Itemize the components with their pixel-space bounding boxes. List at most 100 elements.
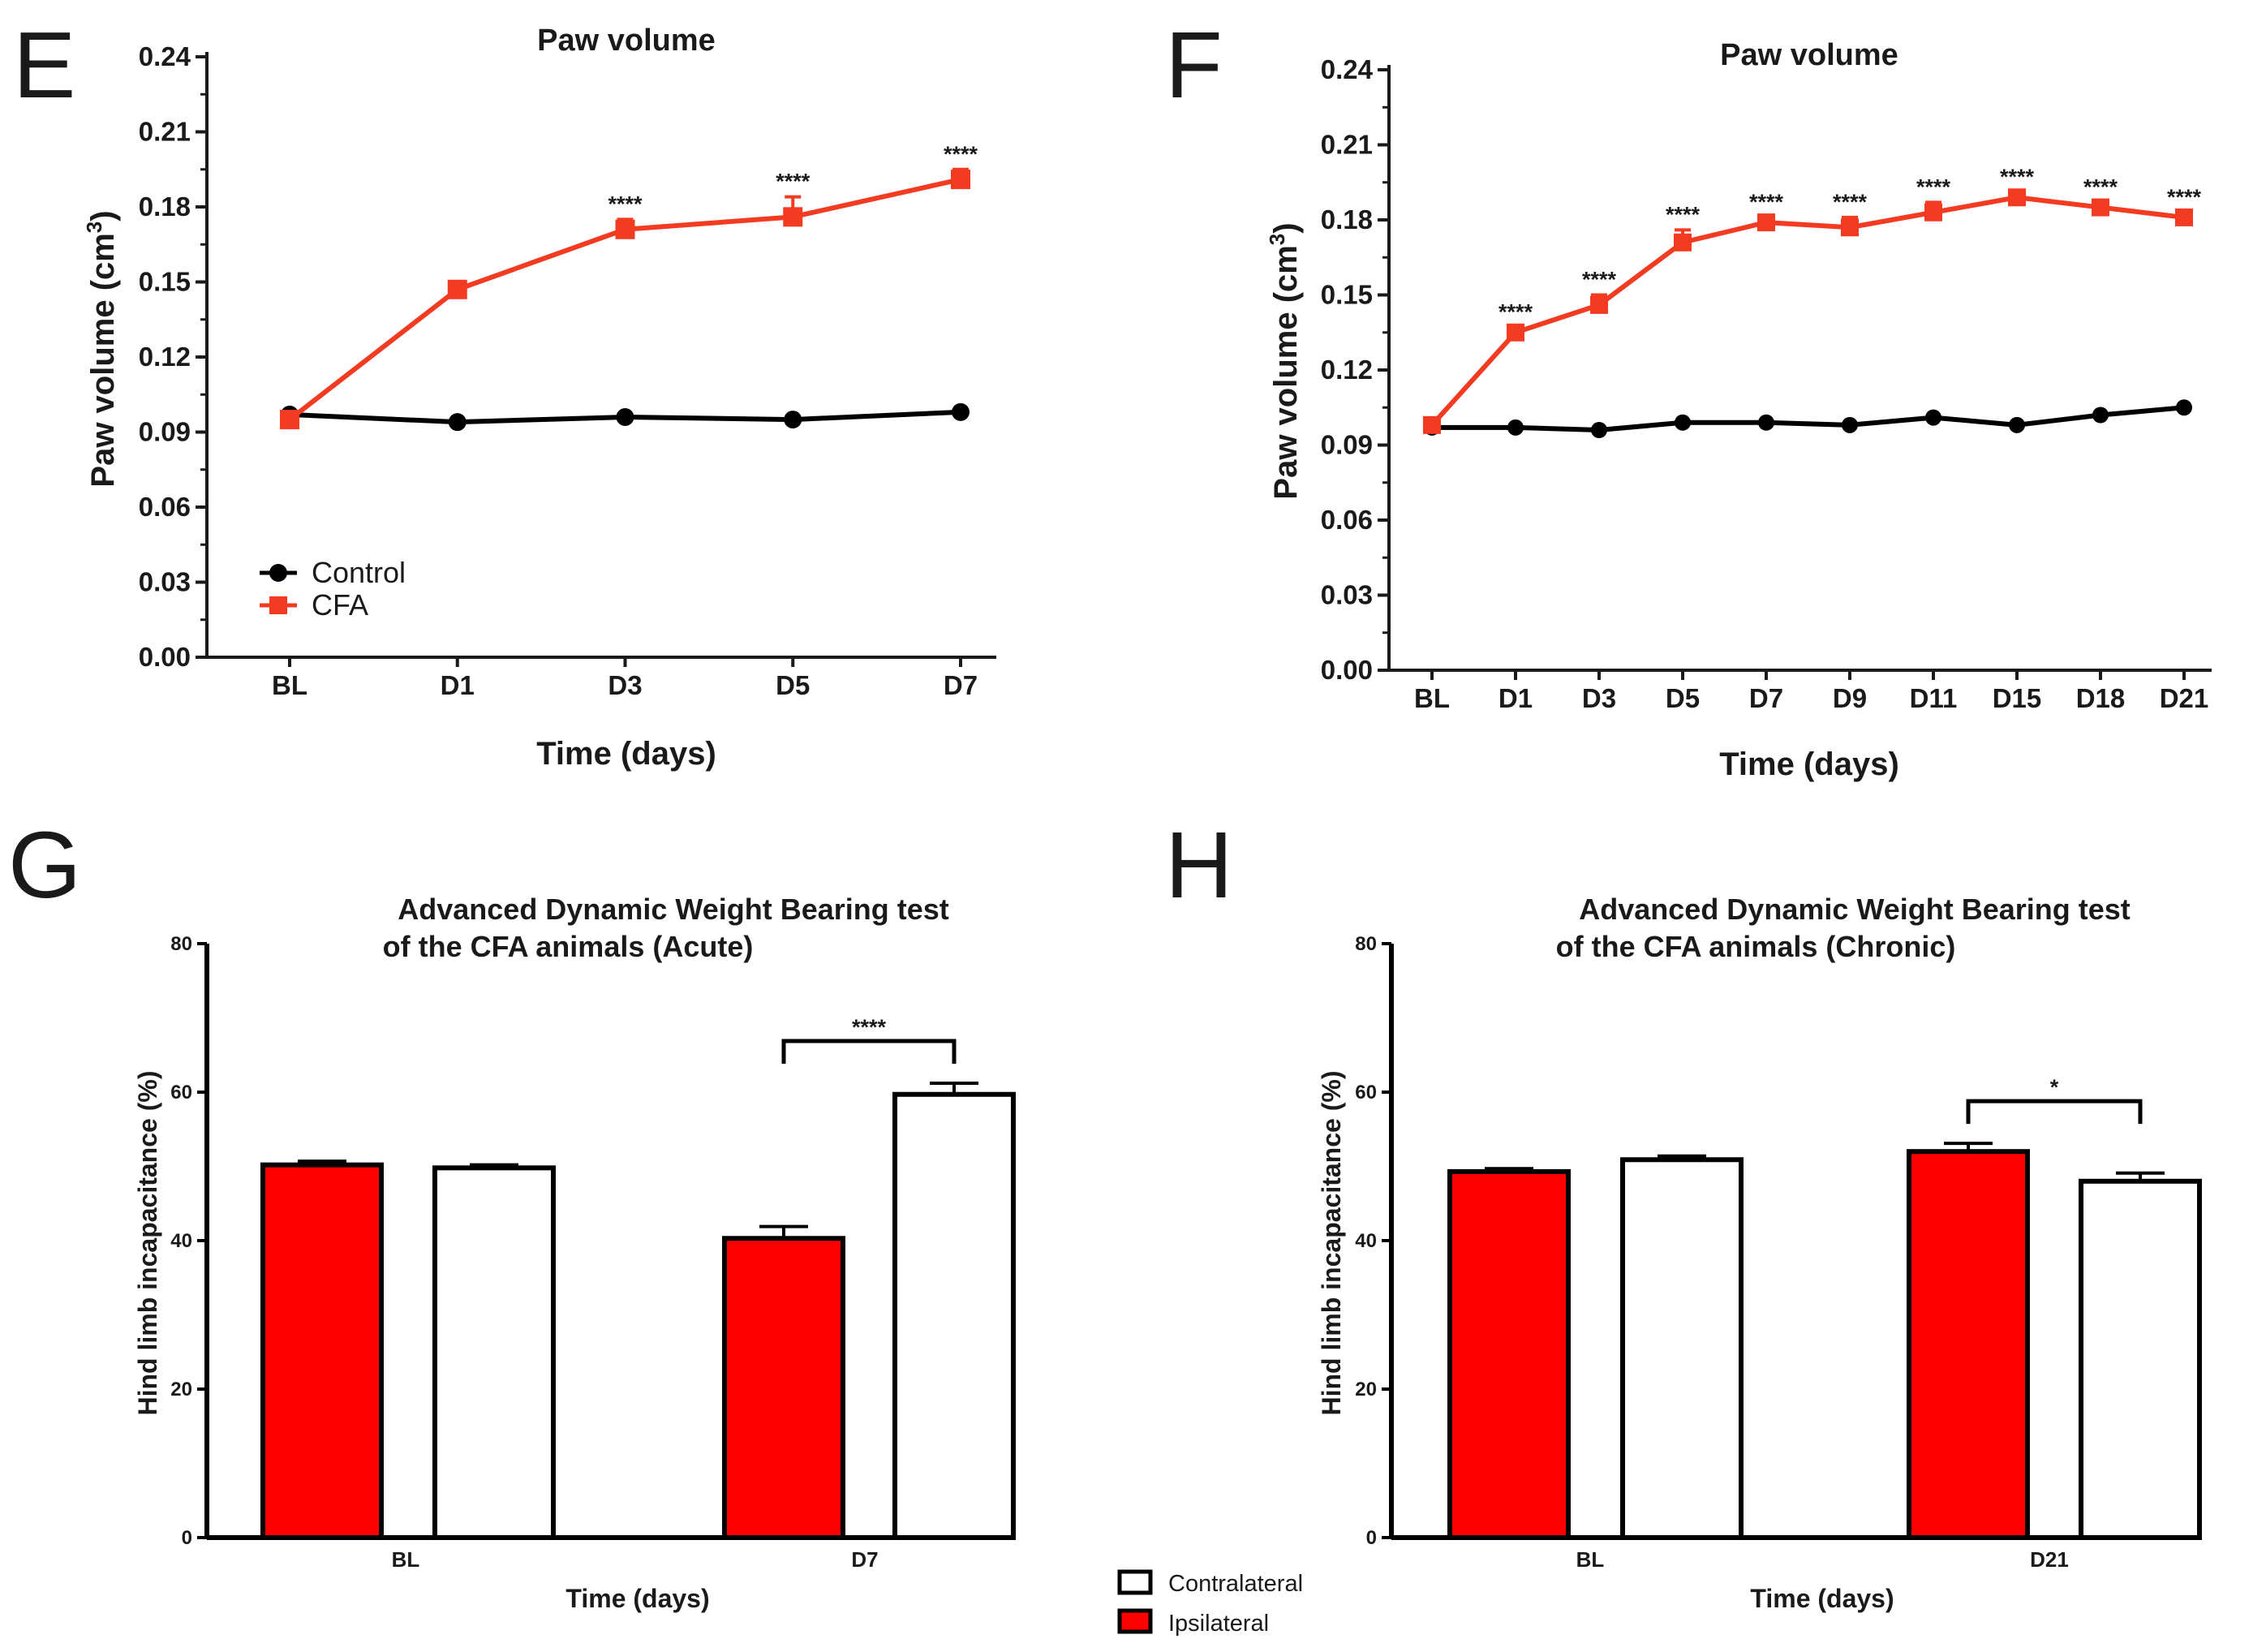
control-point [952,402,970,421]
panel-h-y-axis-label: Hind limb incapacitance (%) [1317,1071,1346,1416]
panel-g-y-axis-label: Hind limb incapacitance (%) [133,1071,162,1416]
cfa-point [1590,295,1608,314]
legend-control-marker [269,564,287,582]
y-tick-label: 0.15 [139,267,191,297]
control-series-line [1432,405,2185,432]
panel-g-letter: G [8,812,81,918]
cfa-point [1423,415,1441,434]
y-tick-label: 0.12 [1321,355,1373,385]
contralateral-bar [432,1165,556,1540]
panel-h-letter: H [1165,812,1233,918]
legend-ipsilateral-label: Ipsilateral [1168,1611,1269,1637]
cfa-point [2008,188,2026,207]
x-tick-label: D18 [2076,683,2126,713]
cfa-point [2175,208,2193,226]
ipsilateral-bar [260,1162,384,1541]
significance-label: **** [776,170,811,194]
control-point [616,408,634,426]
y-tick-label: 0.06 [139,492,191,522]
control-point [784,411,802,429]
panel-e-title: Paw volume [537,24,716,58]
panel-h-title-line2: of the CFA animals (Chronic) [1556,930,1956,963]
y-tick-label: 0 [182,1527,192,1549]
x-tick-label: BL [392,1547,420,1572]
cfa-point [615,219,635,239]
significance-label: **** [608,191,643,216]
ipsilateral-bar [1447,1168,1571,1541]
panel-g: G Advanced Dynamic Weight Bearing test o… [8,812,1016,1613]
legend-cfa-label: CFA [312,588,368,622]
x-tick-label: D7 [851,1547,878,1572]
comparison-significance-label: **** [852,1015,887,1039]
ipsilateral-bar [1907,1149,2030,1540]
y-tick-label: 0.24 [1321,54,1374,84]
x-tick-label: BL [272,670,307,700]
panel-f-y-axis-label: Paw volume (cm3) [1265,222,1304,499]
comparison-significance-label: * [2050,1075,2059,1099]
ipsilateral-bar [722,1236,845,1540]
panel-h-title-line1: Advanced Dynamic Weight Bearing test [1579,893,2131,926]
significance-label: **** [1498,300,1533,325]
cfa-point [1507,323,1524,342]
significance-label: **** [2083,174,2118,199]
panel-f: F Paw volume Time (days) Paw volume (cm3… [1165,12,2212,782]
control-point [1925,409,1941,426]
control-point [448,413,467,432]
y-tick-label: 0.09 [139,417,191,447]
y-tick-label: 0.00 [1321,655,1373,685]
x-tick-label: D3 [1582,683,1616,713]
y-tick-label: 20 [170,1379,192,1400]
significance-label: **** [944,142,978,166]
control-point [1758,414,1774,431]
panel-f-x-axis-label: Time (days) [1719,746,1899,782]
y-tick-label: 0.24 [139,41,191,71]
significance-label: **** [1666,202,1701,226]
y-tick-label: 0.18 [139,191,191,222]
contralateral-bar [1620,1157,1744,1540]
x-tick-label: D5 [1666,683,1700,713]
x-tick-label: BL [1414,683,1450,713]
control-point [1842,416,1858,433]
control-point [1507,419,1524,436]
x-tick-label: D21 [2030,1547,2069,1572]
cfa-point [783,207,803,227]
legend-contralateral-swatch [1117,1569,1153,1595]
y-tick-label: 0 [1366,1527,1377,1549]
y-tick-label: 0.21 [1321,130,1373,160]
panel-e-legend: Control CFA [260,556,406,622]
cfa-point [447,279,467,299]
comparison-bracket [1966,1099,2143,1125]
y-tick-label: 40 [1355,1230,1377,1252]
legend-cfa-marker [269,596,287,614]
panel-f-title: Paw volume [1720,38,1898,72]
cfa-point [2092,198,2109,217]
significance-label: **** [1833,190,1868,214]
y-tick-label: 0.09 [1321,430,1373,460]
x-tick-label: D9 [1833,683,1867,713]
y-tick-label: 60 [1355,1082,1377,1103]
panel-e: E Paw volume Time (days) Paw volume (cm3… [13,12,996,772]
contralateral-bar [892,1091,1016,1540]
x-tick-label: BL [1576,1547,1605,1572]
cfa-series-line [1430,195,2185,427]
legend-contralateral-label: Contralateral [1168,1571,1303,1597]
x-tick-label: D3 [608,670,642,700]
significance-label: **** [1916,174,1951,199]
x-tick-label: D21 [2160,683,2209,713]
cfa-point [280,410,299,430]
control-point [2009,416,2025,433]
control-point [1591,422,1607,438]
y-tick-label: 40 [170,1230,192,1252]
cfa-point [1924,203,1942,222]
x-tick-label: D7 [944,670,978,700]
panel-e-letter: E [13,12,75,118]
x-tick-label: D11 [1910,683,1958,713]
y-tick-label: 0.15 [1321,280,1373,310]
panel-e-y-axis-label: Paw volume (cm3) [82,210,121,487]
legend-control-label: Control [312,556,406,589]
y-tick-label: 0.12 [139,342,191,372]
y-tick-label: 0.18 [1321,204,1373,234]
control-point [1675,414,1691,431]
panel-h: H Advanced Dynamic Weight Bearing test o… [1165,812,2202,1613]
